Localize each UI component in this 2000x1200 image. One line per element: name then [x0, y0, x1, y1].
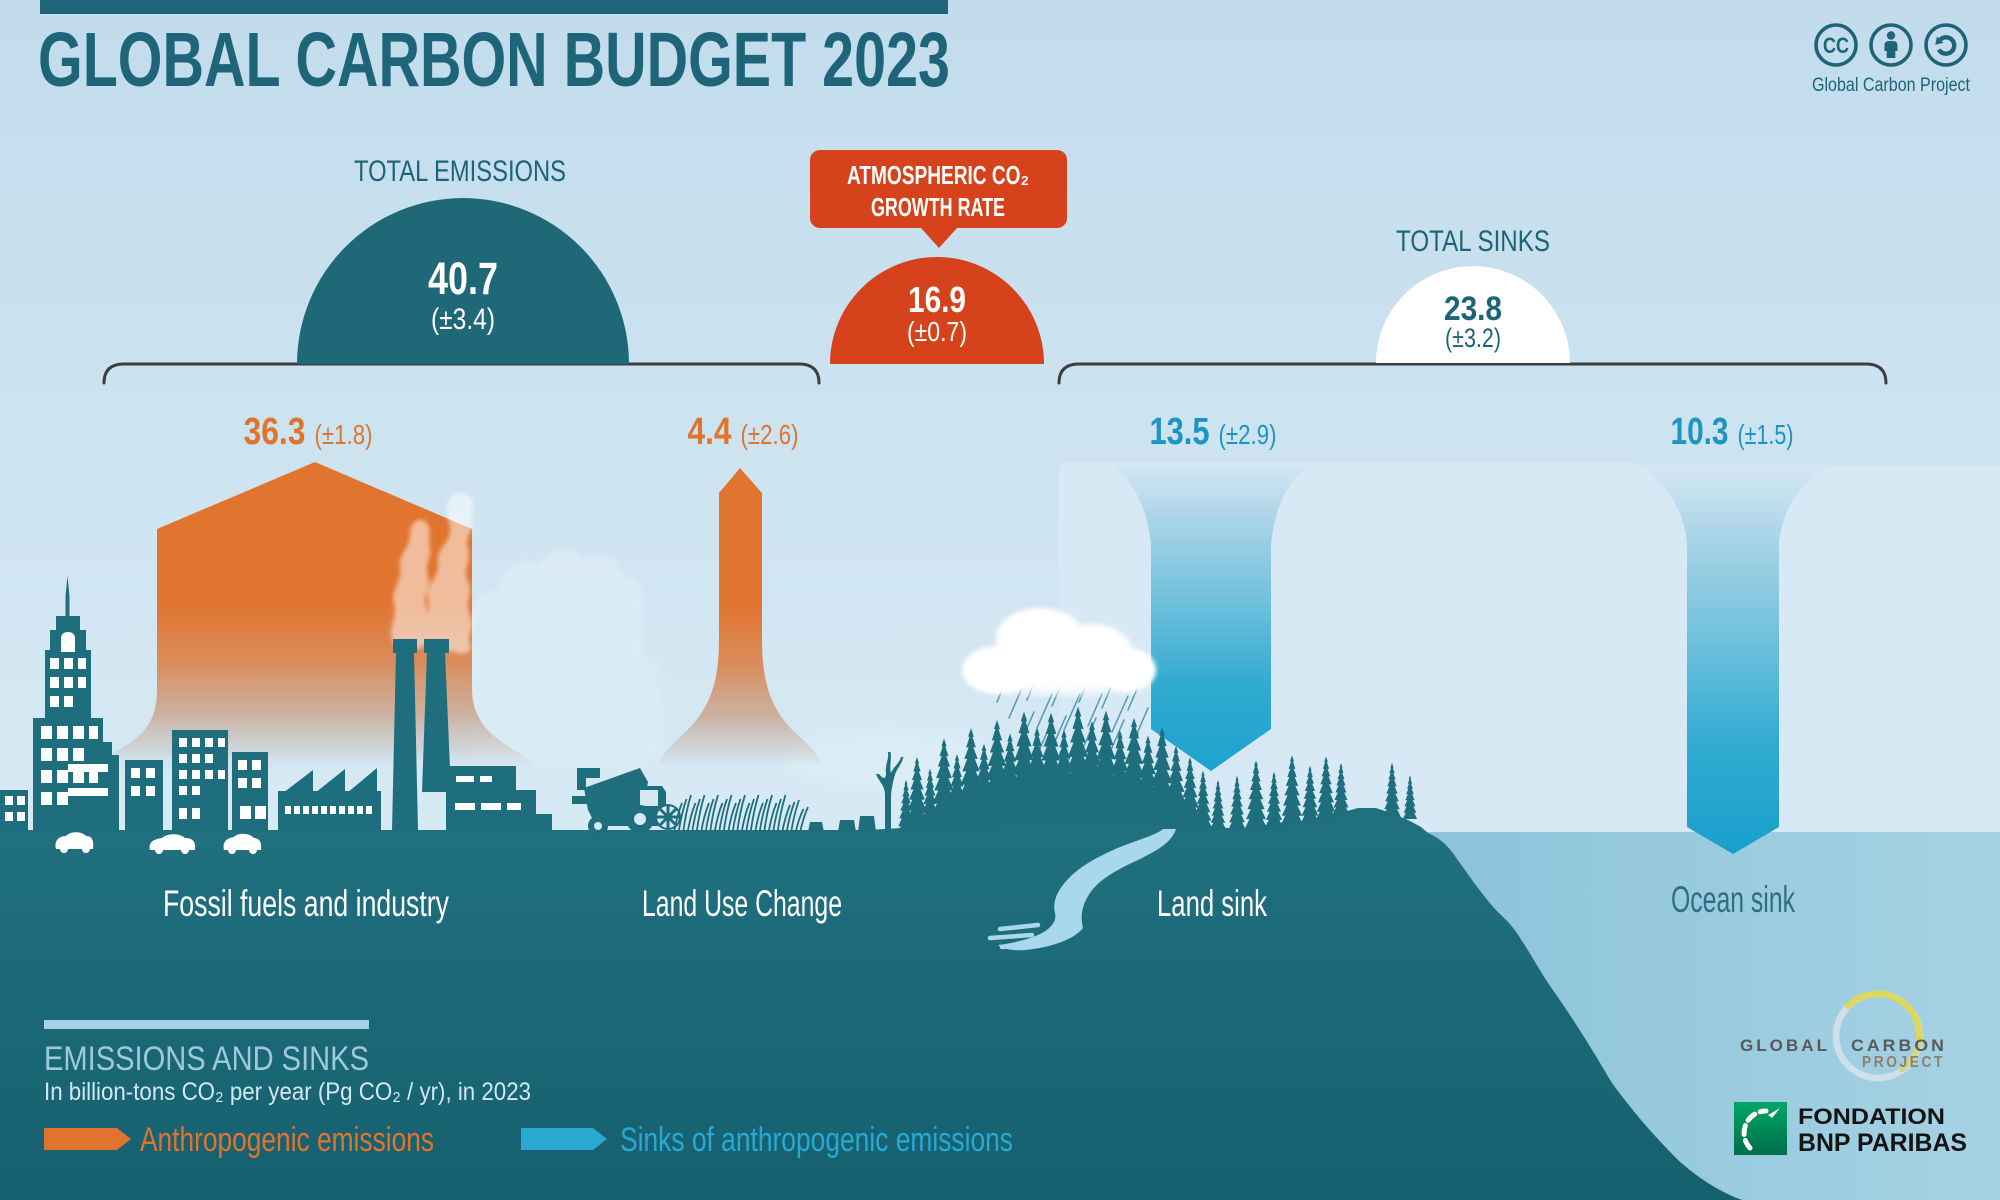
svg-text:Land sink: Land sink	[1157, 883, 1267, 924]
svg-text:CC: CC	[1823, 33, 1849, 58]
svg-text:TOTAL EMISSIONS: TOTAL EMISSIONS	[354, 155, 566, 188]
svg-text:Ocean sink: Ocean sink	[1671, 879, 1795, 920]
svg-text:23.8: 23.8	[1444, 290, 1502, 328]
svg-text:(±1.5): (±1.5)	[1738, 419, 1794, 450]
svg-text:(±2.6): (±2.6)	[741, 419, 799, 450]
svg-text:Sinks of anthropogenic emissio: Sinks of anthropogenic emissions	[620, 1121, 1013, 1159]
svg-text:4.4: 4.4	[688, 411, 732, 453]
svg-text:Anthropogenic emissions: Anthropogenic emissions	[140, 1121, 434, 1159]
svg-text:(±0.7): (±0.7)	[907, 316, 967, 347]
svg-text:16.9: 16.9	[908, 279, 966, 320]
svg-text:BNP PARIBAS: BNP PARIBAS	[1798, 1129, 1967, 1157]
svg-text:GLOBAL: GLOBAL	[1740, 1036, 1830, 1055]
svg-text:GROWTH RATE: GROWTH RATE	[871, 192, 1005, 222]
svg-text:(±3.4): (±3.4)	[431, 303, 495, 336]
svg-text:FONDATION: FONDATION	[1798, 1104, 1945, 1129]
svg-text:36.3: 36.3	[244, 411, 306, 453]
svg-text:10.3: 10.3	[1671, 411, 1729, 453]
svg-text:13.5: 13.5	[1150, 411, 1210, 453]
svg-text:(±1.8): (±1.8)	[315, 419, 373, 450]
svg-text:EMISSIONS AND SINKS: EMISSIONS AND SINKS	[44, 1040, 369, 1078]
svg-text:PROJECT: PROJECT	[1862, 1054, 1945, 1071]
svg-text:Land Use Change: Land Use Change	[642, 883, 842, 924]
svg-text:In billion-tons CO₂ per year (: In billion-tons CO₂ per year (Pg CO₂ / y…	[44, 1078, 531, 1106]
svg-text:(±2.9): (±2.9)	[1219, 419, 1277, 450]
svg-text:Fossil fuels and industry: Fossil fuels and industry	[163, 883, 449, 924]
svg-text:Global Carbon Project: Global Carbon Project	[1812, 75, 1971, 96]
svg-text:TOTAL SINKS: TOTAL SINKS	[1396, 225, 1550, 258]
svg-text:CARBON: CARBON	[1851, 1036, 1947, 1055]
svg-text:40.7: 40.7	[428, 253, 498, 304]
svg-text:(±3.2): (±3.2)	[1445, 323, 1501, 353]
svg-text:ATMOSPHERIC CO₂: ATMOSPHERIC CO₂	[847, 160, 1029, 190]
svg-text:GLOBAL CARBON BUDGET 2023: GLOBAL CARBON BUDGET 2023	[38, 17, 950, 103]
